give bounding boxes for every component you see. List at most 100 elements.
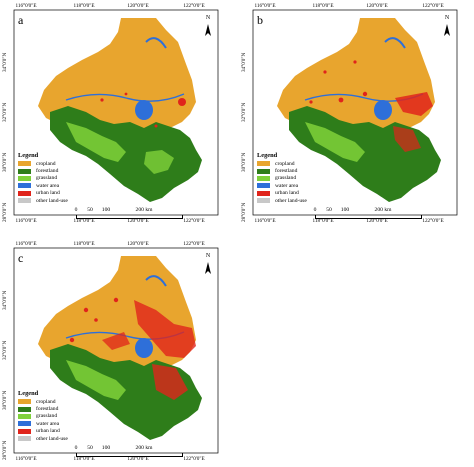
lon-label-top: 118°0'0"E — [73, 241, 95, 247]
legend-label: forestland — [275, 168, 298, 175]
scale-label: 100 — [101, 445, 111, 451]
legend-label: grassland — [36, 413, 58, 420]
north-arrow — [444, 24, 450, 36]
lon-label-bottom: 116°0'0"E — [15, 456, 37, 462]
legend-item: other land-use — [18, 197, 68, 204]
lon-label-top: 118°0'0"E — [73, 3, 95, 9]
lon-label-top: 122°0'0"E — [422, 3, 444, 9]
legend-item: forestland — [18, 405, 68, 412]
legend-label: forestland — [36, 406, 59, 413]
lat-label-left: 34°0'0"N — [2, 290, 8, 310]
legend-item: water area — [257, 182, 307, 189]
legend-item: grassland — [18, 175, 68, 182]
north-label: N — [444, 15, 450, 21]
legend-swatch — [18, 183, 31, 189]
panel-letter: b — [257, 13, 263, 27]
legend-swatch — [257, 161, 270, 167]
lon-label-top: 120°0'0"E — [127, 241, 149, 247]
legend-swatch — [18, 161, 31, 167]
legend-item: other land-use — [18, 435, 68, 442]
legend-swatch — [18, 436, 31, 442]
lon-label-bottom: 122°0'0"E — [183, 218, 205, 224]
legend-swatch — [18, 413, 31, 419]
legend-item: grassland — [18, 413, 68, 420]
map-panel-c: N c 116°0'0"E 118°0'0"E 120°0'0"E 122°0'… — [2, 240, 226, 465]
lat-label-left: 32°0'0"N — [2, 340, 8, 360]
legend-swatch — [257, 168, 270, 174]
legend: Legend cropland forestland grassland wat… — [257, 152, 307, 204]
legend-item: other land-use — [257, 197, 307, 204]
lon-label-top: 116°0'0"E — [15, 3, 37, 9]
scale-bar-line — [76, 453, 183, 457]
legend-swatch — [18, 421, 31, 427]
legend-swatch — [18, 399, 31, 405]
lat-label-left: 32°0'0"N — [2, 102, 8, 122]
legend-item: cropland — [18, 160, 68, 167]
lon-label-top: 122°0'0"E — [183, 241, 205, 247]
lat-label-left: 30°0'0"N — [2, 152, 8, 172]
legend-item: urban land — [257, 190, 307, 197]
lon-label-top: 120°0'0"E — [366, 3, 388, 9]
legend-label: urban land — [36, 428, 60, 435]
lat-label-left: 28°0'0"N — [2, 440, 8, 460]
legend-label: water area — [36, 182, 60, 189]
legend: Legend cropland forestland grassland wat… — [18, 390, 68, 442]
legend-item: water area — [18, 182, 68, 189]
legend-item: grassland — [257, 175, 307, 182]
lon-label-bottom: 118°0'0"E — [312, 218, 334, 224]
legend-label: grassland — [36, 175, 58, 182]
legend-label: water area — [275, 182, 299, 189]
legend-swatch — [18, 406, 31, 412]
lon-label-top: 118°0'0"E — [312, 3, 334, 9]
land-use-map — [38, 18, 202, 202]
legend-item: urban land — [18, 428, 68, 435]
legend-swatch — [18, 428, 31, 434]
lon-label-top: 116°0'0"E — [15, 241, 37, 247]
scale-label: 50 — [87, 445, 93, 451]
scale-label: 0 — [313, 207, 317, 213]
lon-label-bottom: 122°0'0"E — [422, 218, 444, 224]
legend-label: other land-use — [275, 197, 307, 204]
map-frame — [13, 247, 219, 454]
map-panel-b: N b 116°0'0"E 118°0'0"E 120°0'0"E 122°0'… — [241, 2, 465, 227]
legend-label: water area — [36, 420, 60, 427]
legend-label: urban land — [275, 190, 299, 197]
lat-label-left: 30°0'0"N — [241, 152, 247, 172]
lon-label-bottom: 116°0'0"E — [254, 218, 276, 224]
lon-label-top: 116°0'0"E — [254, 3, 276, 9]
land-use-map — [277, 18, 441, 202]
scale-bar: 0 50 100 200 km — [74, 207, 196, 219]
legend-label: cropland — [275, 160, 295, 167]
lon-label-top: 122°0'0"E — [183, 3, 205, 9]
scale-label: 0 — [74, 207, 78, 213]
legend-label: cropland — [36, 398, 56, 405]
north-label: N — [205, 15, 211, 21]
lon-label-top: 120°0'0"E — [127, 3, 149, 9]
scale-label: 100 — [101, 207, 111, 213]
land-use-map — [38, 256, 202, 440]
scale-label: 50 — [326, 207, 332, 213]
scale-bar-line — [315, 215, 422, 219]
legend-item: urban land — [18, 190, 68, 197]
lat-label-left: 34°0'0"N — [2, 52, 8, 72]
map-frame — [13, 9, 219, 216]
legend-title: Legend — [18, 152, 39, 159]
legend-swatch — [18, 190, 31, 196]
legend-title: Legend — [257, 152, 278, 159]
legend-label: cropland — [36, 160, 56, 167]
legend-swatch — [257, 183, 270, 189]
legend-swatch — [18, 168, 31, 174]
legend-item: forestland — [18, 167, 68, 174]
legend-title: Legend — [18, 390, 39, 397]
lon-label-bottom: 120°0'0"E — [127, 218, 149, 224]
lon-label-bottom: 120°0'0"E — [366, 218, 388, 224]
scale-bar: 0 50 100 200 km — [74, 445, 196, 457]
legend-label: forestland — [36, 168, 59, 175]
legend-swatch — [257, 175, 270, 181]
legend-swatch — [18, 175, 31, 181]
legend-swatch — [257, 190, 270, 196]
legend-item: cropland — [18, 398, 68, 405]
scale-label: 0 — [74, 445, 78, 451]
lat-label-left: 30°0'0"N — [2, 390, 8, 410]
scale-label: 200 km — [374, 207, 392, 213]
